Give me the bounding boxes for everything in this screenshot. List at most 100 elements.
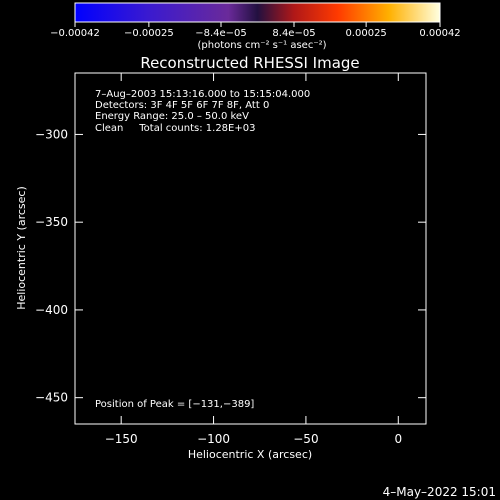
heatmap-cell (379, 271, 392, 285)
heatmap-cell (98, 178, 111, 191)
heatmap-cell (297, 412, 310, 424)
heatmap-cell (379, 330, 392, 343)
heatmap-cell (98, 365, 111, 378)
heatmap-cell (390, 342, 404, 355)
heatmap-cell (203, 225, 216, 238)
heatmap-cell (262, 400, 275, 413)
heatmap-cell (309, 260, 322, 273)
heatmap-cell (320, 236, 333, 250)
heatmap-cell (355, 260, 369, 273)
heatmap-cell (192, 388, 205, 402)
heatmap-cell (250, 166, 263, 179)
heatmap-cell (262, 131, 275, 144)
heatmap-cell (379, 412, 392, 424)
heatmap-cell (121, 412, 135, 424)
heatmap-cell (110, 307, 123, 320)
heatmap-cell (227, 119, 240, 133)
heatmap-cell (344, 330, 357, 343)
heatmap-cell (168, 353, 181, 367)
heatmap-cell (414, 260, 426, 273)
peak-position-label: Position of Peak = [−131,−389] (95, 399, 254, 410)
heatmap-cell (250, 108, 263, 121)
heatmap-cell (414, 154, 426, 168)
heatmap-cell (285, 260, 298, 273)
heatmap-cell (75, 388, 88, 402)
heatmap-cell (250, 365, 263, 378)
heatmap-cell (192, 260, 205, 273)
heatmap-cell (215, 108, 228, 121)
heatmap-cell (262, 73, 275, 86)
heatmap-cell (227, 400, 240, 413)
heatmap-cell (285, 131, 298, 144)
heatmap-cell (98, 353, 111, 367)
heatmap-cell (215, 201, 228, 214)
heatmap-cell (355, 178, 369, 191)
heatmap-cell (133, 154, 146, 168)
heatmap-cell (156, 365, 170, 378)
heatmap-cell (168, 225, 181, 238)
heatmap-cell (414, 119, 426, 133)
heatmap-cell (156, 119, 170, 133)
y-tick-label: −350 (35, 215, 68, 229)
heatmap-cell (332, 295, 345, 308)
heatmap-cell (215, 154, 228, 168)
heatmap-cell (332, 96, 345, 109)
heatmap-cell (344, 412, 357, 424)
heatmap-cell (320, 353, 333, 367)
heatmap-cell (402, 166, 415, 179)
heatmap-cell (332, 388, 345, 402)
heatmap-cell (273, 318, 287, 331)
heatmap-cell (344, 342, 357, 355)
heatmap-cell (309, 178, 322, 191)
heatmap-cell (238, 201, 252, 214)
heatmap-cell (355, 190, 369, 203)
heatmap-cell (355, 330, 369, 343)
heatmap-cell (238, 365, 252, 378)
heatmap-cell (145, 400, 158, 413)
heatmap-cell (227, 84, 240, 97)
heatmap-cell (390, 84, 404, 97)
heatmap-cell (180, 108, 193, 121)
heatmap-cell (344, 318, 357, 331)
heatmap-cell (203, 190, 216, 203)
heatmap-cell (250, 236, 263, 250)
y-tick-label: −400 (35, 303, 68, 317)
heatmap-cell (262, 96, 275, 109)
heatmap-cell (297, 178, 310, 191)
heatmap-cell (355, 236, 369, 250)
heatmap-cell (285, 377, 298, 390)
heatmap-cell (203, 400, 216, 413)
heatmap-cell (156, 96, 170, 109)
heatmap-cell (367, 119, 380, 133)
heatmap-cell (227, 377, 240, 390)
heatmap-cell (309, 131, 322, 144)
heatmap-cell (168, 143, 181, 156)
heatmap-cell (297, 131, 310, 144)
heatmap-cell (203, 143, 216, 156)
heatmap-cell (390, 236, 404, 250)
heatmap-cell (145, 84, 158, 97)
heatmap-cell (203, 342, 216, 355)
heatmap-cell (203, 178, 216, 191)
heatmap-cell (133, 271, 146, 285)
heatmap-cell (262, 388, 275, 402)
heatmap-cell (320, 271, 333, 285)
heatmap-cell (367, 283, 380, 296)
heatmap-cell (320, 260, 333, 273)
heatmap-cell (215, 283, 228, 296)
heatmap-cell (262, 353, 275, 367)
heatmap-cell (168, 119, 181, 133)
heatmap-cell (238, 342, 252, 355)
heatmap-cell (402, 330, 415, 343)
annotation-counts: Clean Total counts: 1.28E+03 (95, 123, 255, 134)
heatmap-cell (98, 400, 111, 413)
heatmap-cell (227, 283, 240, 296)
heatmap-cell (344, 248, 357, 261)
heatmap-cell (332, 213, 345, 226)
heatmap-cell (297, 236, 310, 250)
heatmap-cell (238, 412, 252, 424)
heatmap-cell (379, 318, 392, 331)
heatmap-cell (332, 84, 345, 97)
heatmap-cell (355, 365, 369, 378)
heatmap-cell (355, 271, 369, 285)
